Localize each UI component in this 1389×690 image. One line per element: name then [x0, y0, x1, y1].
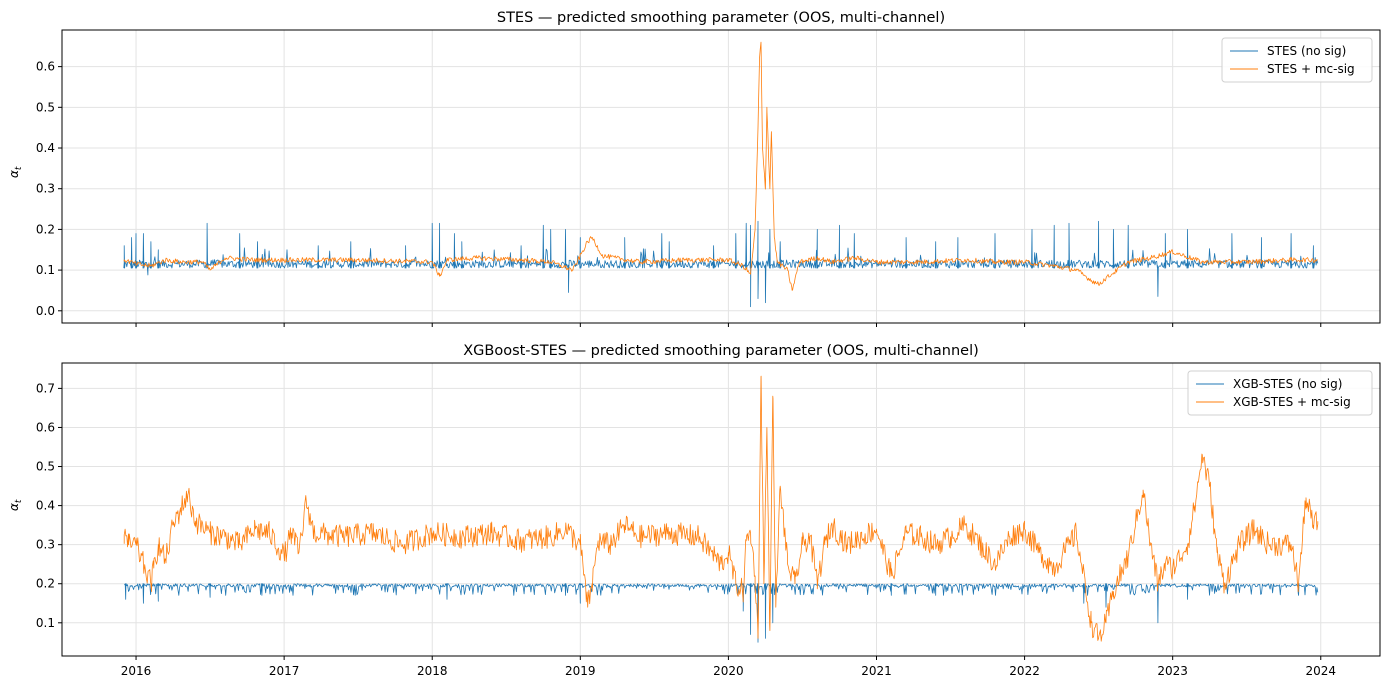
top-legend: STES (no sig) STES + mc-sig [1221, 37, 1373, 83]
top-axes-frame [61, 29, 1381, 324]
bottom-x-tick-label: 2021 [861, 664, 892, 678]
bottom-y-tick-label: 0.1 [36, 616, 55, 630]
top-y-tick-label: 0.2 [36, 222, 55, 236]
bottom-x-tick-label: 2024 [1305, 664, 1336, 678]
top-panel-title: STES — predicted smoothing parameter (OO… [497, 10, 945, 26]
bottom-y-axis-label: αt [7, 499, 24, 511]
bottom-y-tick-label: 0.7 [36, 381, 55, 395]
top-series-stes-no-sig [123, 220, 1319, 308]
bottom-ticks: 2016 2017 2018 2019 2020 2021 2022 2023 2024 0.1 0… [36, 381, 1336, 678]
bottom-series-xgb-stes-mc-sig [123, 375, 1319, 642]
top-y-tick-label: 0.4 [36, 141, 55, 155]
bottom-panel: XGBoost-STES — predicted smoothing param… [7, 343, 1381, 678]
top-y-tick-label: 0.1 [36, 263, 55, 277]
bottom-x-tick-label: 2016 [121, 664, 152, 678]
bottom-series [123, 375, 1319, 643]
top-y-tick-label: 0.5 [36, 100, 55, 114]
bottom-x-tick-label: 2017 [269, 664, 300, 678]
bottom-x-tick-label: 2020 [713, 664, 744, 678]
bottom-y-tick-label: 0.4 [36, 499, 55, 513]
top-legend-label-0: STES (no sig) [1267, 44, 1346, 58]
top-y-tick-label: 0.6 [36, 60, 55, 74]
top-y-tick-label: 0.0 [36, 304, 55, 318]
top-grid [62, 30, 1380, 323]
bottom-x-tick-label: 2022 [1009, 664, 1040, 678]
bottom-y-tick-label: 0.3 [36, 538, 55, 552]
bottom-legend-label-1: XGB-STES + mc-sig [1233, 395, 1351, 409]
bottom-x-tick-label: 2019 [565, 664, 596, 678]
bottom-x-tick-label: 2018 [417, 664, 448, 678]
bottom-y-tick-label: 0.2 [36, 577, 55, 591]
top-panel: STES — predicted smoothing parameter (OO… [7, 10, 1381, 327]
top-y-tick-label: 0.3 [36, 182, 55, 196]
bottom-series-xgb-stes-no-sig [124, 583, 1319, 643]
bottom-legend: XGB-STES (no sig) XGB-STES + mc-sig [1187, 370, 1373, 416]
bottom-y-tick-label: 0.6 [36, 420, 55, 434]
bottom-legend-label-0: XGB-STES (no sig) [1233, 377, 1342, 391]
bottom-grid [62, 363, 1380, 656]
top-ticks: 0.0 0.1 0.2 0.3 0.4 0.5 0.6 [36, 60, 1322, 327]
top-legend-label-1: STES + mc-sig [1267, 62, 1355, 76]
top-series-stes-mc-sig [123, 41, 1318, 291]
bottom-axes-frame [61, 362, 1381, 657]
bottom-legend-box [1187, 370, 1373, 416]
bottom-panel-title: XGBoost-STES — predicted smoothing param… [463, 343, 979, 359]
top-legend-box [1221, 37, 1373, 83]
top-series [123, 41, 1319, 308]
top-y-axis-label: αt [7, 166, 24, 178]
bottom-y-tick-label: 0.5 [36, 460, 55, 474]
bottom-x-tick-label: 2023 [1157, 664, 1188, 678]
